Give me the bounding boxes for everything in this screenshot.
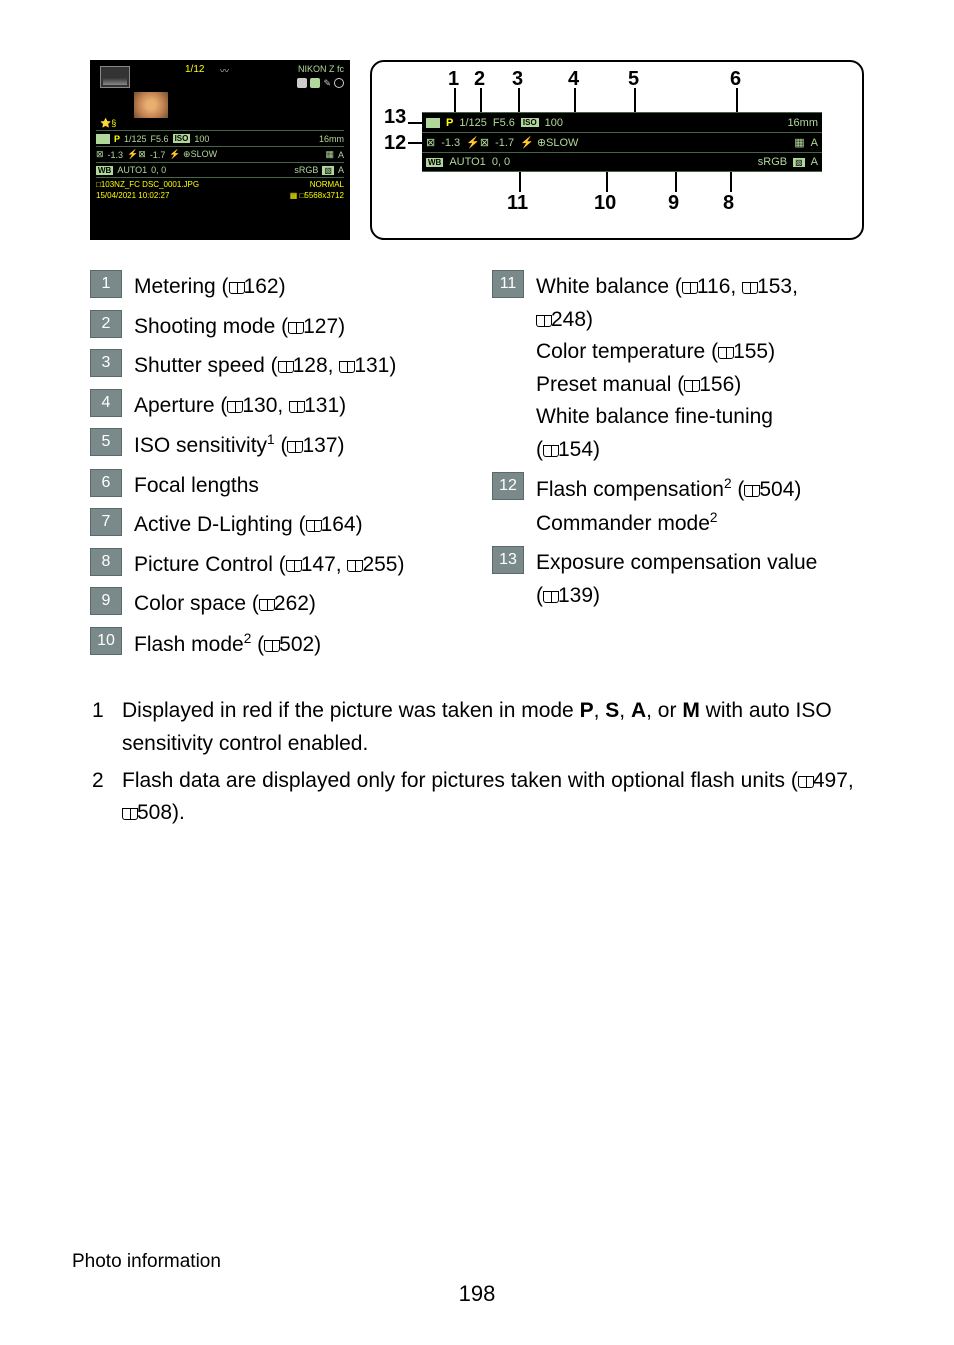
histogram-icon — [100, 66, 130, 88]
aperture: F5.6 — [151, 134, 169, 144]
legend-item: 12 Flash compensation2 (504)Commander mod… — [492, 472, 864, 540]
camera-lcd-mock: 1/12 〰 NIKON Z fc ✎ ⭐§ P 1/125 F5.6 ISO1… — [90, 60, 350, 240]
legend-num: 10 — [90, 627, 122, 655]
callout-11: 11 — [507, 192, 528, 215]
metering-icon — [96, 134, 110, 144]
wb-value: AUTO1 — [117, 165, 147, 175]
legend-text: Aperture (130, 131) — [134, 389, 346, 423]
footnote: 2Flash data are displayed only for pictu… — [90, 765, 864, 830]
legend-item: 6 Focal lengths — [90, 469, 462, 503]
flash-comp-icon: ⚡⊠ — [127, 149, 146, 160]
legend-num: 2 — [90, 310, 122, 338]
legend-num: 3 — [90, 349, 122, 377]
callout-13: 13 — [384, 106, 406, 129]
focal-length: 16mm — [319, 134, 344, 144]
footnote: 1Displayed in red if the picture was tak… — [90, 695, 864, 760]
image-size: ▦ □5568x3712 — [290, 191, 344, 200]
flash-comp: -1.7 — [150, 150, 166, 160]
wb-tune: 0, 0 — [151, 165, 166, 175]
legend-item: 8 Picture Control (147, 255) — [90, 548, 462, 582]
legend-text: White balance (116, 153,248)Color temper… — [536, 270, 798, 466]
footnote-text: Displayed in red if the picture was take… — [122, 695, 864, 760]
legend-text: ISO sensitivity1 (137) — [134, 428, 345, 463]
iso-label: ISO — [173, 134, 191, 143]
callout-8: 8 — [723, 192, 734, 215]
section-title: Photo information — [72, 1251, 221, 1273]
legend-num: 8 — [90, 548, 122, 576]
dlighting-icon: ▦ — [325, 149, 334, 160]
legend-num: 12 — [492, 472, 524, 500]
legend: 1 Metering (162) 2 Shooting mode (127) 3 Shut… — [90, 270, 864, 667]
star-icon: ⭐§ — [100, 118, 116, 129]
callout-7: 7 — [780, 132, 791, 155]
legend-text: Shooting mode (127) — [134, 310, 345, 344]
legend-item: 3 Shutter speed (128, 131) — [90, 349, 462, 383]
legend-text: Flash mode2 (502) — [134, 627, 321, 662]
legend-text: Focal lengths — [134, 469, 259, 503]
legend-item: 13 Exposure compensation value(139) — [492, 546, 864, 612]
picture-control-icon: ▧ — [322, 166, 334, 175]
dlighting: A — [338, 150, 344, 160]
legend-item: 11 White balance (116, 153,248)Color temp… — [492, 270, 864, 466]
legend-num: 11 — [492, 270, 524, 298]
legend-text: Metering (162) — [134, 270, 286, 304]
legend-num: 1 — [90, 270, 122, 298]
callout-9: 9 — [668, 192, 679, 215]
footnote-text: Flash data are displayed only for pictur… — [122, 765, 864, 830]
page-number: 198 — [0, 1281, 954, 1307]
legend-text: Shutter speed (128, 131) — [134, 349, 396, 383]
exp-comp-icon: ⊠ — [96, 149, 104, 160]
legend-num: 5 — [90, 428, 122, 456]
camera-model: NIKON Z fc — [298, 64, 344, 74]
timestamp: 15/04/2021 10:02:27 — [96, 191, 169, 200]
legend-num: 7 — [90, 508, 122, 536]
frame-counter: 1/12 — [185, 64, 204, 75]
legend-num: 13 — [492, 546, 524, 574]
thumbnail-image — [134, 92, 168, 118]
legend-item: 1 Metering (162) — [90, 270, 462, 304]
shooting-mode: P — [114, 134, 120, 144]
quality: NORMAL — [310, 180, 344, 189]
shutter: 1/125 — [124, 134, 147, 144]
iso: 100 — [194, 134, 209, 144]
legend-text: Color space (262) — [134, 587, 316, 621]
filename: □103NZ_FC DSC_0001.JPG — [96, 180, 199, 189]
legend-num: 9 — [90, 587, 122, 615]
exp-comp: -1.3 — [108, 150, 124, 160]
callout-12: 12 — [384, 132, 406, 155]
color-space: sRGB — [294, 165, 318, 175]
legend-text: Active D-Lighting (164) — [134, 508, 363, 542]
legend-item: 5 ISO sensitivity1 (137) — [90, 428, 462, 463]
callout-10: 10 — [594, 192, 616, 215]
footnotes: 1Displayed in red if the picture was tak… — [90, 695, 864, 829]
footnote-num: 1 — [90, 695, 122, 760]
legend-text: Picture Control (147, 255) — [134, 548, 404, 582]
legend-item: 4 Aperture (130, 131) — [90, 389, 462, 423]
flash-mode: ⚡ ⊕SLOW — [169, 149, 217, 160]
footnote-num: 2 — [90, 765, 122, 830]
legend-text: Flash compensation2 (504)Commander mode2 — [536, 472, 801, 540]
picture-control: A — [338, 165, 344, 175]
top-icons: ✎ — [297, 78, 344, 89]
legend-item: 7 Active D-Lighting (164) — [90, 508, 462, 542]
legend-item: 10 Flash mode2 (502) — [90, 627, 462, 662]
legend-text: Exposure compensation value(139) — [536, 546, 817, 612]
legend-item: 9 Color space (262) — [90, 587, 462, 621]
callout-diagram: P 1/125 F5.6 ISO100 16mm ⊠-1.3 ⚡⊠-1.7 ⚡ … — [370, 60, 864, 240]
legend-num: 4 — [90, 389, 122, 417]
legend-item: 2 Shooting mode (127) — [90, 310, 462, 344]
wb-label: WB — [96, 166, 113, 175]
legend-num: 6 — [90, 469, 122, 497]
